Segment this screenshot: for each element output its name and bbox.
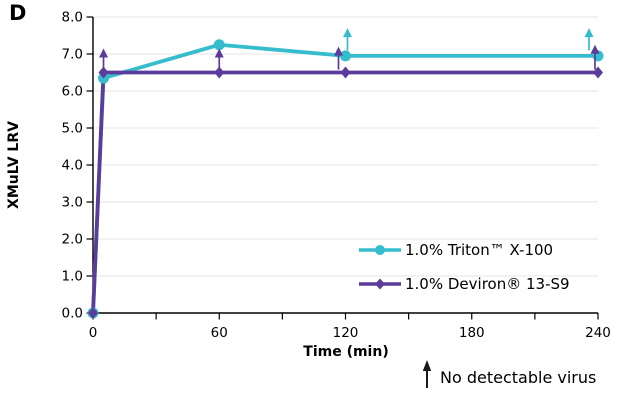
legend-label-triton: 1.0% Triton™ X-100 xyxy=(405,241,554,259)
up-arrow-icon xyxy=(422,360,432,388)
svg-text:1.0: 1.0 xyxy=(62,269,83,285)
svg-text:8.0: 8.0 xyxy=(62,10,83,26)
svg-text:0: 0 xyxy=(89,325,98,341)
svg-text:60: 60 xyxy=(211,325,228,341)
no-detectable-virus-note: No detectable virus xyxy=(420,359,596,389)
svg-text:2.0: 2.0 xyxy=(62,232,83,248)
series-markers-deviron xyxy=(88,66,603,319)
svg-text:3.0: 3.0 xyxy=(62,195,83,211)
legend-label-deviron: 1.0% Deviron® 13-S9 xyxy=(405,275,570,293)
svg-text:6.0: 6.0 xyxy=(62,84,83,100)
panel-label: D xyxy=(9,1,27,25)
legend: 1.0% Triton™ X-100 1.0% Deviron® 13-S9 xyxy=(358,233,570,301)
svg-text:5.0: 5.0 xyxy=(62,121,83,137)
triton-line-marker-icon xyxy=(359,245,401,255)
svg-text:0.0: 0.0 xyxy=(62,306,83,322)
svg-text:4.0: 4.0 xyxy=(62,158,83,174)
legend-item-deviron: 1.0% Deviron® 13-S9 xyxy=(358,267,570,301)
svg-text:180: 180 xyxy=(459,325,485,341)
svg-text:120: 120 xyxy=(333,325,359,341)
y-axis-title: XMuLV LRV xyxy=(6,121,22,209)
x-axis: 0 60 120 180 240 xyxy=(89,312,611,341)
x-axis-title: Time (min) xyxy=(303,344,389,360)
legend-item-triton: 1.0% Triton™ X-100 xyxy=(358,233,570,267)
deviron-line-marker-icon xyxy=(359,278,401,290)
svg-text:7.0: 7.0 xyxy=(62,47,83,63)
svg-text:240: 240 xyxy=(585,325,611,341)
note-text: No detectable virus xyxy=(440,368,597,387)
y-axis: 0.0 1.0 2.0 3.0 4.0 5.0 6.0 7.0 8.0 xyxy=(62,10,94,322)
no-detectable-virus-arrows xyxy=(99,28,600,70)
